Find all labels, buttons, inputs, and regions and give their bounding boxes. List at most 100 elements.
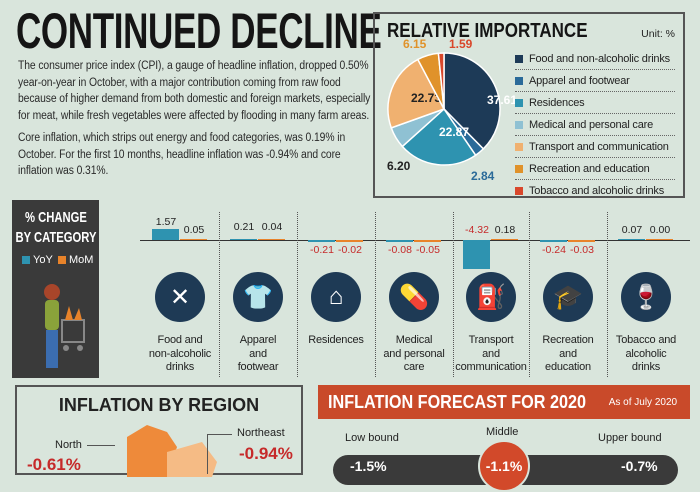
forecast-subtitle: As of July 2020 bbox=[608, 396, 678, 408]
bar-value-label: 0.07 bbox=[621, 224, 643, 236]
category-label: Residences bbox=[297, 334, 375, 348]
pie-slice bbox=[387, 58, 446, 129]
upper-bound-value: -0.7% bbox=[621, 458, 658, 474]
legend-swatch bbox=[515, 98, 523, 107]
inflation-by-region-panel: INFLATION BY REGION North -0.61% Northea… bbox=[15, 385, 303, 477]
pie-value-label: 37.61 bbox=[487, 93, 515, 107]
bar-yoy bbox=[308, 240, 335, 242]
bar-mom bbox=[180, 238, 207, 240]
yoy-swatch bbox=[22, 256, 30, 264]
relative-importance-title: RELATIVE IMPORTANCE bbox=[387, 20, 588, 42]
shopper-illustration-icon bbox=[44, 284, 85, 368]
mom-swatch bbox=[58, 256, 66, 264]
core-inflation-paragraph: Core inflation, which strips out energy … bbox=[18, 132, 346, 177]
middle-label: Middle bbox=[486, 426, 519, 438]
bar-mom bbox=[491, 238, 518, 240]
legend-label: Tobacco and alcoholic drinks bbox=[529, 185, 665, 197]
low-bound-label: Low bound bbox=[345, 432, 399, 444]
bar-value-label: -0.08 bbox=[388, 244, 412, 256]
bar-mom bbox=[568, 240, 595, 242]
north-label: North bbox=[55, 439, 82, 451]
bar-mom bbox=[336, 240, 363, 242]
bar-value-label: 0.05 bbox=[183, 224, 205, 236]
legend-label: Recreation and education bbox=[529, 162, 650, 175]
bar-mom bbox=[414, 240, 441, 242]
forecast-title: INFLATION FORECAST FOR 2020 bbox=[328, 391, 587, 412]
legend-item: Recreation and education bbox=[515, 158, 675, 180]
legend-item: Transport and communication bbox=[515, 136, 675, 158]
mom-label: MoM bbox=[69, 254, 94, 266]
pie-value-label: 2.84 bbox=[471, 169, 495, 183]
low-bound-value: -1.5% bbox=[350, 458, 387, 474]
legend-item: Apparel and footwear bbox=[515, 70, 675, 92]
legend-label: Residences bbox=[529, 96, 585, 109]
pie-value-label: 6.20 bbox=[387, 159, 411, 173]
legend-swatch bbox=[515, 54, 523, 63]
legend-label: Food and non-alcoholic drinks bbox=[529, 52, 670, 65]
category-label: Recreation and education bbox=[529, 334, 607, 375]
legend-mom: MoM bbox=[58, 254, 93, 266]
north-value: -0.61% bbox=[27, 455, 81, 474]
category-label-line: Food and bbox=[157, 334, 203, 346]
relative-importance-panel: RELATIVE IMPORTANCE Unit: % 37.61 2.84 22.… bbox=[373, 12, 685, 198]
region-title: INFLATION BY REGION bbox=[58, 395, 260, 415]
bar-value-label: -0.24 bbox=[542, 244, 566, 256]
unit-label: Unit: % bbox=[641, 28, 675, 40]
bar-value-label: -0.05 bbox=[416, 244, 440, 256]
legend-label: Apparel and footwear bbox=[529, 74, 630, 87]
bar-yoy bbox=[618, 238, 645, 240]
north-leader-line bbox=[87, 445, 115, 446]
legend-item: Food and non-alcoholic drinks bbox=[515, 48, 675, 70]
legend-swatch bbox=[515, 164, 523, 173]
category-label-line: Recreation bbox=[542, 334, 594, 346]
category-label-line: and bbox=[482, 347, 500, 360]
bar-yoy bbox=[230, 238, 257, 240]
pie-value-label: 6.15 bbox=[403, 37, 427, 51]
wine-bottle-icon: 🍷 bbox=[621, 272, 671, 322]
category-label-line: Tobacco and bbox=[615, 334, 677, 346]
bar-value-label: -4.32 bbox=[465, 224, 489, 236]
column-divider bbox=[529, 212, 530, 377]
legend-swatch bbox=[515, 142, 523, 151]
legend-item: Residences bbox=[515, 92, 675, 114]
category-label: Transport and communication bbox=[452, 334, 530, 375]
legend-yoy: YoY bbox=[22, 254, 53, 266]
forecast-header: INFLATION FORECAST FOR 2020 As of July 2… bbox=[318, 385, 690, 419]
column-divider bbox=[453, 212, 454, 377]
bar-value-label: 0.21 bbox=[233, 221, 255, 233]
bar-value-label: 0.00 bbox=[649, 224, 671, 236]
fork-knife-icon: ✕ bbox=[155, 272, 205, 322]
pie-slice bbox=[401, 107, 477, 166]
change-title-line2: BY CATEGORY bbox=[14, 229, 97, 246]
legend-label: Transport and communication bbox=[529, 140, 669, 153]
pie-chart: 37.61 2.84 22.87 6.20 22.73 6.15 1.59 bbox=[387, 37, 515, 183]
category-label-line: and personal bbox=[383, 347, 445, 360]
fuel-pump-icon: ⛽ bbox=[466, 272, 516, 322]
bar-value-label: -0.21 bbox=[310, 244, 334, 256]
bar-yoy bbox=[540, 240, 567, 242]
upper-bound-label: Upper bound bbox=[598, 432, 662, 444]
bar-value-label: 0.18 bbox=[494, 224, 516, 236]
legend-label: Medical and personal care bbox=[529, 118, 654, 131]
northeast-label: Northeast bbox=[237, 427, 285, 439]
column-divider bbox=[219, 212, 220, 377]
pills-icon: 💊 bbox=[389, 272, 439, 322]
pie-slice bbox=[437, 52, 445, 110]
category-label: Medical and personal care bbox=[375, 334, 453, 375]
bar-value-label: 1.57 bbox=[155, 216, 177, 228]
bar-yoy bbox=[152, 229, 179, 240]
northeast-leader-line bbox=[207, 434, 232, 474]
legend-swatch bbox=[515, 187, 523, 195]
category-label-line: Medical bbox=[395, 334, 433, 346]
column-divider bbox=[375, 212, 376, 377]
change-by-category-panel: % CHANGE BY CATEGORY YoY MoM bbox=[12, 200, 99, 378]
category-label-line: Residences bbox=[308, 334, 364, 346]
bar-yoy bbox=[386, 240, 413, 242]
northeast-value: -0.94% bbox=[239, 444, 293, 463]
legend-swatch bbox=[515, 76, 523, 85]
bar-yoy bbox=[463, 240, 490, 269]
column-divider bbox=[607, 212, 608, 377]
category-label-line: care bbox=[403, 361, 425, 373]
north-region-shape bbox=[127, 425, 177, 477]
column-divider bbox=[297, 212, 298, 377]
